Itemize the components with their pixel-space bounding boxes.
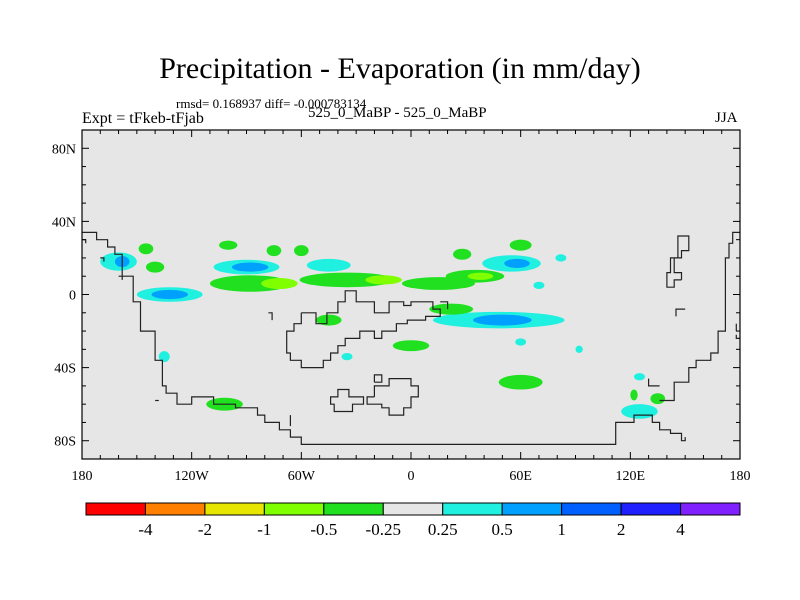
colorbar-box [680,502,741,516]
field-patch [630,389,638,401]
x-tick-label: 60W [288,469,316,484]
coastline [330,388,365,413]
field-patch [467,272,494,280]
colorbar-label: -0.5 [310,520,337,539]
colorbar-box [620,502,682,516]
chart-subtitle: rmsd= 0.168937 diff= -0.000783134 [176,96,367,111]
colorbar-box [85,502,146,516]
field-patch [315,314,342,326]
coastline [366,378,419,416]
x-tick-label: 180 [72,469,93,484]
coastline [647,378,660,387]
field-patch [473,314,532,326]
colorbar-box [442,502,503,516]
colorbar-label: 0.5 [492,520,513,539]
x-tick-label: 0 [408,469,415,484]
colorbar-label: -0.25 [366,520,401,539]
y-tick-label: 40N [52,215,76,230]
field-patch [294,245,309,257]
coastline [735,334,740,339]
field-patch [633,373,645,381]
colorbar-box [501,502,563,516]
coastline [373,374,383,383]
colorbar-box [144,502,206,516]
axis-ticks: 180 120W 60W 0 60E 120E 180 80N 40N 0 40S 80S [52,129,751,484]
field-patch [158,351,170,363]
field-contours [100,239,666,419]
field-patch [509,239,532,251]
case-label: 525_0_MaBP - 525_0_MaBP [308,105,487,121]
coastline [659,231,740,402]
coastline [440,301,449,310]
field-patch [650,393,666,405]
colorbar-box [263,502,325,516]
colorbar-label: 4 [676,520,685,539]
field-patch [219,240,238,250]
colorbar-box [204,502,265,516]
colorbar-label: 0.25 [428,520,458,539]
field-patch [392,340,430,352]
field-patch [341,352,353,361]
field-patch [261,278,298,290]
chart-title: Precipitation - Evaporation (in mm/day) [159,52,641,85]
field-patch [498,374,543,390]
coastline [666,235,690,288]
coastline [286,290,441,369]
field-patch [515,338,527,346]
x-tick-label: 120E [616,469,646,484]
field-patch [555,254,567,262]
field-patch [138,243,154,255]
x-tick-label: 180 [730,469,751,484]
y-tick-label: 40S [54,362,76,377]
x-tick-label: 120W [175,469,210,484]
coastline [268,312,273,321]
coastline [82,231,686,445]
field-patch [575,345,583,353]
coastline [118,275,123,280]
field-patch [145,261,165,273]
field-patch [453,248,472,260]
colorbar-box [561,502,622,516]
field-patch [299,272,395,288]
field-patch [504,258,530,268]
y-tick-label: 80N [52,142,76,157]
colorbar-label: -4 [138,520,153,539]
experiment-label: Expt = tFkeb-tFjab [82,110,204,127]
colorbar-label: 1 [557,520,566,539]
y-tick-label: 80S [54,435,76,450]
season-label: JJA [715,110,738,126]
coastline [675,308,686,317]
field-patch [533,281,545,290]
field-patch [306,258,351,272]
colorbar-box [382,502,444,516]
colorbar-box [323,502,384,516]
coastlines [82,231,740,445]
colorbar-label: -2 [198,520,212,539]
colorbar-label: 2 [617,520,626,539]
x-tick-label: 60E [509,469,532,484]
field-patch [266,245,282,257]
coastline [100,257,105,262]
field-patch [231,262,269,272]
colorbar-label: -1 [257,520,271,539]
y-tick-label: 0 [69,289,76,304]
field-patch [365,275,402,285]
field-patch [151,289,189,300]
colorbar: -4 -2 -1 -0.5 -0.25 0.25 0.5 1 2 4 [85,502,741,539]
